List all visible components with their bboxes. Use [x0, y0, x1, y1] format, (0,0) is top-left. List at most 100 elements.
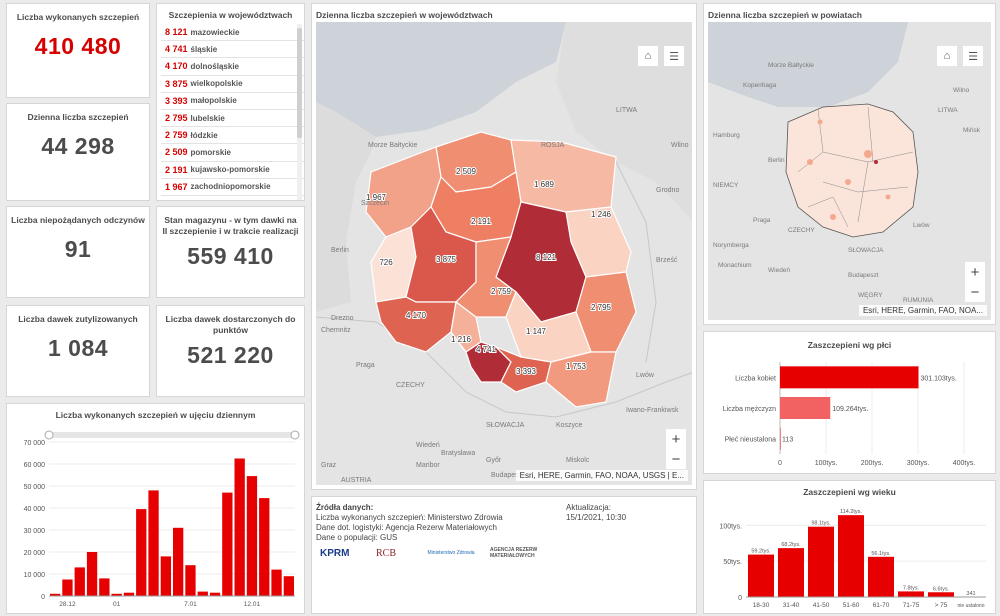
stock-label: Stan magazynu - w tym dawki na II szczep…	[162, 215, 299, 236]
daily-bar[interactable]	[74, 567, 85, 596]
county-map[interactable]: Kopenhaga Hamburg Berlin NIEMCY Praga CZECHY N…	[708, 22, 991, 320]
age-bar[interactable]	[778, 548, 804, 597]
range-slider-track[interactable]	[49, 432, 295, 438]
voivodeship-list-item[interactable]: 4 170 dolnośląskie	[161, 58, 304, 76]
daily-chart: 0 10 000 20 000 30 000 40 000 50 000 60 000 70 …	[24, 430, 300, 608]
daily-bar[interactable]	[62, 579, 73, 597]
list-icon[interactable]: ☰	[963, 46, 983, 66]
list-icon[interactable]: ☰	[664, 46, 684, 66]
home-icon[interactable]: ⌂	[638, 46, 658, 66]
range-slider-handle-right[interactable]	[290, 430, 300, 440]
voivodeship-map-canvas[interactable]: Morze Bałtyckie Szczecin Berlin Drezno Chemn…	[316, 22, 692, 485]
age-bar[interactable]	[838, 515, 864, 597]
y-tick-label: 0	[41, 594, 45, 601]
x-tick-label: 300tys.	[907, 460, 930, 467]
voivodeship-map[interactable]: Morze Bałtyckie Szczecin Berlin Drezno Chemn…	[316, 22, 692, 485]
voivodeship-list-item[interactable]: 1 967 zachodniopomorskie	[161, 179, 304, 196]
home-icon[interactable]: ⌂	[937, 46, 957, 66]
data-label: 59.2tys.	[751, 549, 771, 555]
daily-bar[interactable]	[136, 509, 147, 596]
daily-bar[interactable]	[209, 592, 221, 596]
zoom-in-button[interactable]: +	[671, 430, 681, 448]
sources-heading: Źródła danych:	[316, 503, 374, 512]
daily-bar[interactable]	[271, 569, 282, 596]
range-slider-handle-left[interactable]	[44, 430, 54, 440]
voivodeship-list-item[interactable]: 3 875 wielkopolskie	[161, 76, 304, 93]
update-label: Aktualizacja:	[566, 503, 611, 512]
x-tick-label: 51-60	[843, 602, 860, 609]
doses-used-panel: Liczba dawek zutylizowanych 1 084	[6, 305, 150, 397]
map-place-label: Lwów	[636, 372, 655, 379]
daily-bar[interactable]	[160, 556, 171, 596]
map-place-label: Hamburg	[713, 132, 740, 139]
doses-delivered-panel: Liczba dawek dostarczonych do punktów 52…	[156, 305, 305, 397]
daily-bar[interactable]	[234, 458, 245, 597]
stock-panel: Stan magazynu - w tym dawki na II szczep…	[156, 206, 305, 298]
category-label: Liczba mężczyzn	[723, 406, 776, 413]
gender-bar[interactable]	[780, 427, 781, 450]
logos-row: KPRM RCB Ministerstwo Zdrowia AGENCJA RE…	[320, 547, 550, 559]
voivodeship-list-item[interactable]: 3 393 małopolskie	[161, 93, 304, 110]
source-line-2: Dane dot. logistyki: Agencja Rezerw Mate…	[316, 523, 497, 532]
age-bar[interactable]	[808, 526, 834, 597]
daily-bar[interactable]	[173, 527, 184, 596]
daily-bar[interactable]	[86, 552, 98, 596]
voivodeship-list-item[interactable]: 4 741 śląskie	[161, 41, 304, 59]
x-tick-label: 18-30	[753, 602, 770, 609]
data-label: 113	[782, 437, 793, 444]
gender-bar[interactable]	[780, 397, 831, 419]
age-bar[interactable]	[898, 591, 924, 597]
voivodeship-list-item[interactable]: 2 759 łódzkie	[161, 127, 304, 145]
gender-chart: 0 100tys. 200tys. 300tys. 400tys. Liczba kobi…	[723, 362, 975, 467]
voivodeship-region[interactable]	[495, 346, 552, 393]
map-place-label: Maribor	[416, 462, 440, 469]
y-tick-label: 20 000	[24, 550, 46, 557]
x-tick-label: nie ustalono	[958, 603, 985, 609]
voivodeship-name: łódzkie	[190, 130, 218, 140]
gender-bar[interactable]	[780, 366, 919, 389]
voivodeship-list-item[interactable]: 2 795 lubelskie	[161, 110, 304, 128]
adverse-reactions-panel: Liczba niepożądanych odczynów 91	[6, 206, 150, 298]
daily-bar[interactable]	[123, 592, 135, 596]
age-bar[interactable]	[748, 554, 774, 597]
voivodeship-value: 8 121	[165, 27, 188, 38]
zoom-out-button[interactable]: −	[671, 450, 681, 468]
voivodeship-list-item[interactable]: 2 191 kujawsko-pomorskie	[161, 162, 304, 179]
voivodeship-name: małopolskie	[190, 96, 237, 106]
map-place-label: Szczecin	[361, 200, 389, 207]
daily-bar[interactable]	[259, 498, 270, 596]
region-value-label: 2 759	[491, 287, 512, 296]
daily-bar[interactable]	[246, 476, 258, 596]
category-label: Liczba kobiet	[735, 375, 776, 382]
voivodeship-list-item[interactable]: 2 509 pomorskie	[161, 144, 304, 162]
daily-vaccinations-value: 44 298	[41, 133, 115, 159]
voivodeship-value: 2 509	[165, 147, 188, 158]
voivodeship-value: 1 967	[165, 181, 188, 192]
list-scrollbar-thumb[interactable]	[297, 28, 302, 138]
adverse-reactions-label: Liczba niepożądanych odczynów	[11, 215, 145, 225]
data-label: 7.8tys.	[903, 585, 920, 591]
list-scrollbar[interactable]	[297, 24, 302, 200]
daily-bar[interactable]	[222, 492, 233, 596]
age-bar[interactable]	[928, 592, 954, 597]
voivodeship-list-item[interactable]: 8 121 mazowieckie	[161, 24, 304, 42]
y-tick-label: 0	[738, 595, 742, 602]
map-place-label: Morze Bałtyckie	[368, 142, 418, 149]
kprm-logo: KPRM	[320, 547, 350, 559]
daily-bar[interactable]	[50, 593, 61, 596]
county-map-canvas[interactable]: Kopenhaga Hamburg Berlin NIEMCY Praga CZECHY N…	[708, 22, 991, 320]
daily-bar[interactable]	[197, 591, 208, 596]
zoom-in-button[interactable]: +	[970, 263, 980, 281]
voivodeship-region[interactable]	[545, 351, 617, 408]
adverse-reactions-value: 91	[64, 236, 92, 262]
daily-bar[interactable]	[111, 593, 122, 596]
daily-bar[interactable]	[283, 576, 294, 596]
daily-bar[interactable]	[148, 490, 159, 596]
age-bar[interactable]	[868, 556, 894, 597]
zoom-out-button[interactable]: −	[970, 283, 980, 301]
daily-bar[interactable]	[99, 578, 110, 596]
map-place-label: Brześć	[656, 257, 678, 264]
region-value-label: 2 509	[456, 167, 477, 176]
voivodeship-name: śląskie	[190, 44, 218, 54]
daily-bar[interactable]	[185, 565, 196, 596]
